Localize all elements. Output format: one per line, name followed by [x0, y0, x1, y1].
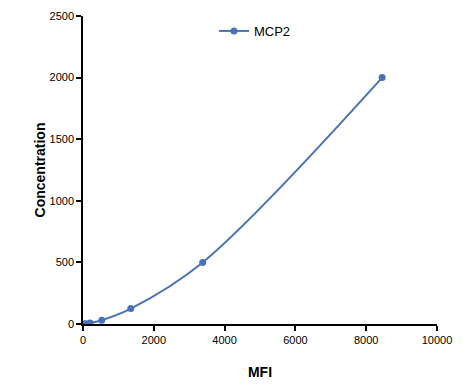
svg-text:MCP2: MCP2 — [254, 24, 290, 39]
svg-text:MFI: MFI — [248, 364, 272, 380]
svg-text:500: 500 — [56, 256, 74, 268]
svg-text:6000: 6000 — [283, 334, 307, 346]
svg-text:2000: 2000 — [142, 334, 166, 346]
svg-text:1500: 1500 — [50, 133, 74, 145]
svg-text:0: 0 — [68, 318, 74, 330]
svg-text:2500: 2500 — [50, 10, 74, 22]
svg-text:1000: 1000 — [50, 195, 74, 207]
svg-text:2000: 2000 — [50, 71, 74, 83]
svg-text:8000: 8000 — [354, 334, 378, 346]
svg-text:0: 0 — [80, 334, 86, 346]
svg-text:4000: 4000 — [212, 334, 236, 346]
svg-text:10000: 10000 — [422, 334, 453, 346]
svg-text:Concentration: Concentration — [32, 123, 48, 218]
